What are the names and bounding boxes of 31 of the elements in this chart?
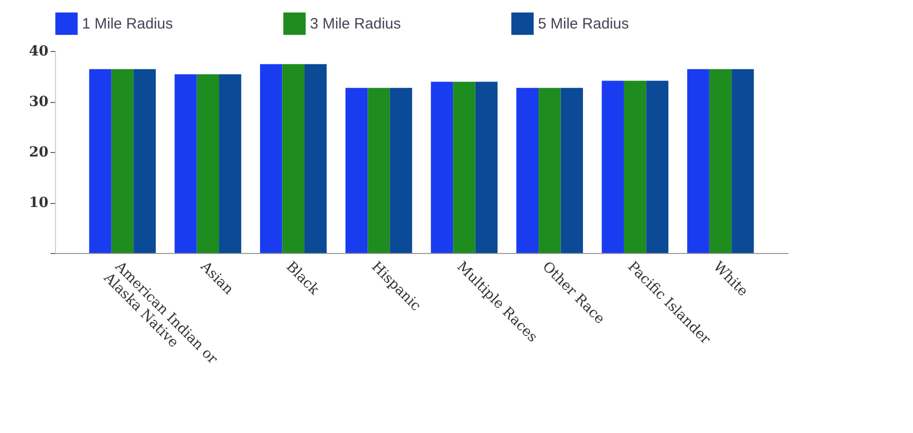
bar <box>538 88 561 253</box>
bar <box>134 69 156 253</box>
bar <box>196 74 220 253</box>
bar <box>687 69 710 253</box>
bar <box>282 64 304 253</box>
bar <box>390 88 412 253</box>
bar <box>624 80 646 253</box>
bar <box>453 82 476 253</box>
bar <box>345 88 368 253</box>
y-tick-label: 40 <box>29 44 49 60</box>
legend-label: 5 Mile Radius <box>538 16 629 33</box>
bar <box>304 64 327 253</box>
y-tick-label: 20 <box>29 144 49 160</box>
bar <box>560 88 583 253</box>
legend-label: 1 Mile Radius <box>82 16 173 33</box>
bar <box>602 80 624 253</box>
bar <box>368 88 390 253</box>
bar <box>646 80 668 253</box>
bar <box>709 69 732 253</box>
bar <box>89 69 112 253</box>
bar <box>260 64 282 253</box>
bar <box>516 88 539 253</box>
bar <box>475 82 498 253</box>
bar <box>219 74 242 253</box>
legend-label: 3 Mile Radius <box>310 16 401 33</box>
bar <box>174 74 197 253</box>
bar <box>732 69 754 253</box>
y-tick-label: 10 <box>29 195 49 211</box>
y-tick-label: 30 <box>29 94 49 110</box>
bar <box>430 82 454 253</box>
bar <box>111 69 134 253</box>
